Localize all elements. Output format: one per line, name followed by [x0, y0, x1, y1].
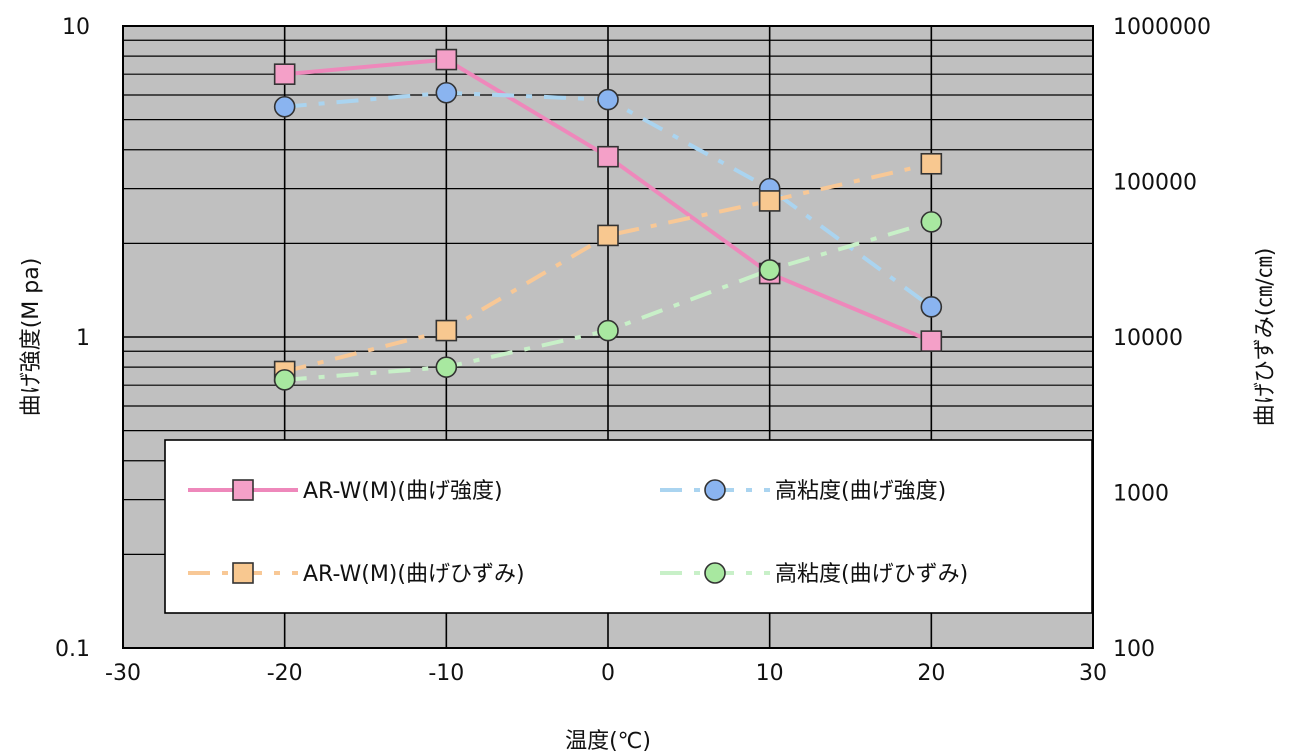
data-point-3	[435, 356, 458, 378]
data-point-1	[920, 296, 943, 318]
data-point-2	[920, 152, 943, 175]
legend-marker-3	[704, 562, 726, 584]
data-point-3	[273, 369, 296, 391]
data-point-1	[273, 95, 296, 118]
y-axis-left-title: 曲げ強度(M pa)	[19, 258, 44, 417]
tick-labels: -30 -20 -10 0 10 20 30 0.1 1 10 100 1000 10000 100000…	[55, 15, 1211, 686]
data-point-2	[435, 319, 458, 342]
y-right-tick-label: 100	[1113, 637, 1155, 662]
data-point-3	[920, 211, 943, 233]
legend-label-0: AR-W(M)(曲げ強度)	[303, 479, 503, 504]
y-axis-right-title: 曲げひずみ(㎝/㎝)	[1253, 248, 1278, 427]
legend: AR-W(M)(曲げ強度) 高粘度(曲げ強度) AR-W(M)(曲げひずみ) 高粘度(…	[164, 439, 1093, 614]
legend-label-3: 高粘度(曲げひずみ)	[775, 562, 968, 587]
data-point-3	[597, 319, 619, 342]
data-point-2	[758, 190, 781, 212]
x-tick-label: -20	[267, 661, 303, 686]
y-left-tick-label: 1	[76, 326, 90, 351]
x-axis-title: 温度(℃)	[565, 729, 651, 753]
y-left-tick-label: 10	[62, 15, 90, 40]
data-point-0	[435, 48, 458, 71]
data-point-0	[597, 145, 619, 168]
legend-marker-1	[704, 479, 726, 501]
x-tick-label: -30	[105, 661, 141, 686]
y-right-tick-label: 1000	[1113, 482, 1169, 507]
y-right-tick-label: 100000	[1113, 171, 1197, 196]
legend-marker-2	[232, 562, 254, 584]
data-point-3	[758, 259, 781, 281]
data-point-1	[435, 81, 458, 104]
data-point-2	[597, 224, 619, 247]
legend-label-1: 高粘度(曲げ強度)	[775, 479, 946, 504]
y-left-tick-label: 0.1	[55, 637, 90, 662]
x-tick-label: 0	[601, 661, 615, 686]
data-point-0	[273, 63, 296, 85]
legend-box	[164, 439, 1093, 614]
legend-label-2: AR-W(M)(曲げひずみ)	[303, 562, 525, 587]
data-point-0	[920, 330, 943, 352]
x-tick-label: 30	[1079, 661, 1107, 686]
y-right-tick-label: 10000	[1113, 326, 1183, 351]
data-point-1	[597, 88, 619, 111]
x-tick-label: 20	[917, 661, 945, 686]
series-line-2	[284, 161, 932, 374]
x-tick-label: -10	[428, 661, 464, 686]
legend-marker-0	[232, 479, 254, 501]
y-right-tick-label: 1000000	[1113, 15, 1211, 40]
series-group	[273, 48, 943, 391]
x-tick-label: 10	[756, 661, 784, 686]
